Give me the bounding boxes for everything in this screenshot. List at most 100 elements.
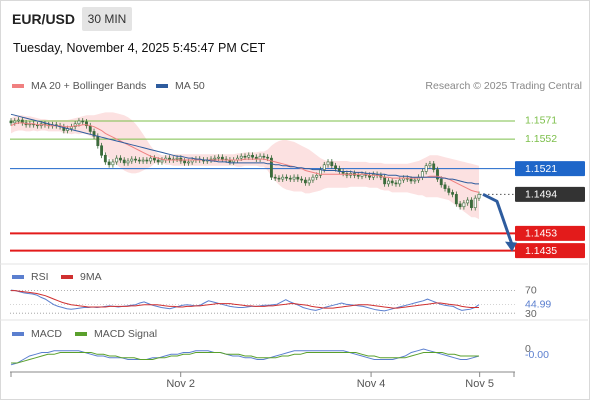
ma20-line <box>10 122 480 193</box>
level-label-1.1521: 1.1521 <box>525 163 557 175</box>
legend-swatch-ma20 <box>12 84 24 88</box>
candle-body <box>122 159 126 164</box>
candle-body <box>356 174 360 177</box>
candle-body <box>175 157 179 160</box>
macd-axis-label--0.00: -0.00 <box>525 349 549 361</box>
candle-body <box>88 125 92 132</box>
candle-body <box>119 157 122 161</box>
candle-body <box>451 192 455 195</box>
candle-body <box>390 180 394 184</box>
candle-body <box>130 158 134 162</box>
rsi-axis-label-30: 30 <box>525 308 537 320</box>
candle-body <box>247 154 251 158</box>
level-label-1.1552: 1.1552 <box>525 133 557 145</box>
candle-body <box>266 156 270 159</box>
legend-label-rsi: RSI <box>31 271 49 283</box>
candle-body <box>334 165 338 169</box>
level-label-1.1453: 1.1453 <box>525 228 557 240</box>
x-tick-label-Nov 5: Nov 5 <box>465 378 494 390</box>
legend-swatch-ma50 <box>156 84 168 88</box>
candle-body <box>462 202 466 208</box>
candle-body <box>420 171 424 178</box>
candle-body <box>100 145 104 156</box>
candle-body <box>269 157 273 178</box>
legend-label-macd: MACD <box>31 328 62 340</box>
x-tick-label-Nov 2: Nov 2 <box>166 378 195 390</box>
legend-label-ma20: MA 20 + Bollinger Bands <box>31 80 146 92</box>
candle-body <box>281 176 285 180</box>
candle-body <box>186 161 190 164</box>
legend-label-macd_signal: MACD Signal <box>94 328 157 340</box>
candle-body <box>477 194 481 199</box>
candle-body <box>160 159 164 163</box>
candle-body <box>473 197 477 208</box>
candle-body <box>436 169 439 180</box>
candle-body <box>311 176 315 181</box>
timeframe-badge[interactable]: 30 MIN <box>82 7 132 31</box>
rsi-line <box>10 289 480 312</box>
candle-body <box>77 120 81 125</box>
candle-body <box>137 159 141 162</box>
candle-body <box>111 161 115 166</box>
candle-body <box>300 178 304 181</box>
level-tag-1.1435 <box>515 243 585 259</box>
timestamp: Tuesday, November 4, 2025 5:45:47 PM CET <box>13 41 266 55</box>
candle-body <box>307 179 311 184</box>
legend-label-ma50: MA 50 <box>175 80 205 92</box>
candle-body <box>428 163 432 167</box>
level-label-1.1494: 1.1494 <box>525 189 557 201</box>
candle-body <box>107 161 111 166</box>
candle-body <box>322 164 326 170</box>
candle-body <box>126 160 130 164</box>
candle-body <box>156 159 160 163</box>
source-credit: Research © 2025 Trading Central <box>425 80 582 92</box>
candle-body <box>443 184 447 189</box>
candle-body <box>439 178 443 186</box>
candle-body <box>296 176 300 180</box>
candle-body <box>96 135 100 147</box>
candle-body <box>239 155 243 159</box>
projection-arrow-head <box>505 241 517 252</box>
candle-body <box>458 203 462 208</box>
x-tick-label-Nov 4: Nov 4 <box>357 378 386 390</box>
candle-body <box>183 160 187 164</box>
candle-body <box>292 176 296 180</box>
candle-body <box>386 180 390 185</box>
bollinger-band-area <box>11 112 479 220</box>
legend-label-rsi_ma: 9MA <box>80 271 102 283</box>
candle-body <box>243 155 247 158</box>
projection-arrow-line <box>482 192 514 246</box>
candle-body <box>217 156 221 159</box>
candle-body <box>149 157 153 162</box>
candle-body <box>330 161 334 167</box>
rsi-ma-line <box>11 290 479 309</box>
ma50-line <box>10 113 479 185</box>
candle-body <box>277 177 281 180</box>
candle-body <box>315 174 319 178</box>
legend-swatch-macd <box>12 332 24 336</box>
candle-body <box>145 159 149 162</box>
rsi-axis-label-70: 70 <box>525 284 537 296</box>
candle-body <box>134 158 137 161</box>
level-tag-1.1453 <box>515 225 585 241</box>
macd-axis-label-0: 0 <box>525 343 531 355</box>
legend-swatch-rsi_ma <box>61 275 73 279</box>
level-tag-1.1521 <box>515 161 585 177</box>
candle-body <box>285 176 288 179</box>
level-tag-1.1494 <box>515 186 585 202</box>
candle-body <box>454 194 458 205</box>
candle-body <box>251 154 254 158</box>
candle-body <box>141 159 145 162</box>
candle-body <box>447 188 451 193</box>
candle-body <box>17 119 20 122</box>
candle-body <box>273 176 277 179</box>
candle-body <box>85 121 88 127</box>
rsi-axis-label-44.99: 44.99 <box>525 299 551 311</box>
candle-body <box>432 163 436 170</box>
candle-body <box>213 157 217 160</box>
candle-body <box>92 131 96 137</box>
candle-body <box>288 177 292 180</box>
candle-body <box>326 161 330 166</box>
legend-swatch-rsi <box>12 275 24 279</box>
